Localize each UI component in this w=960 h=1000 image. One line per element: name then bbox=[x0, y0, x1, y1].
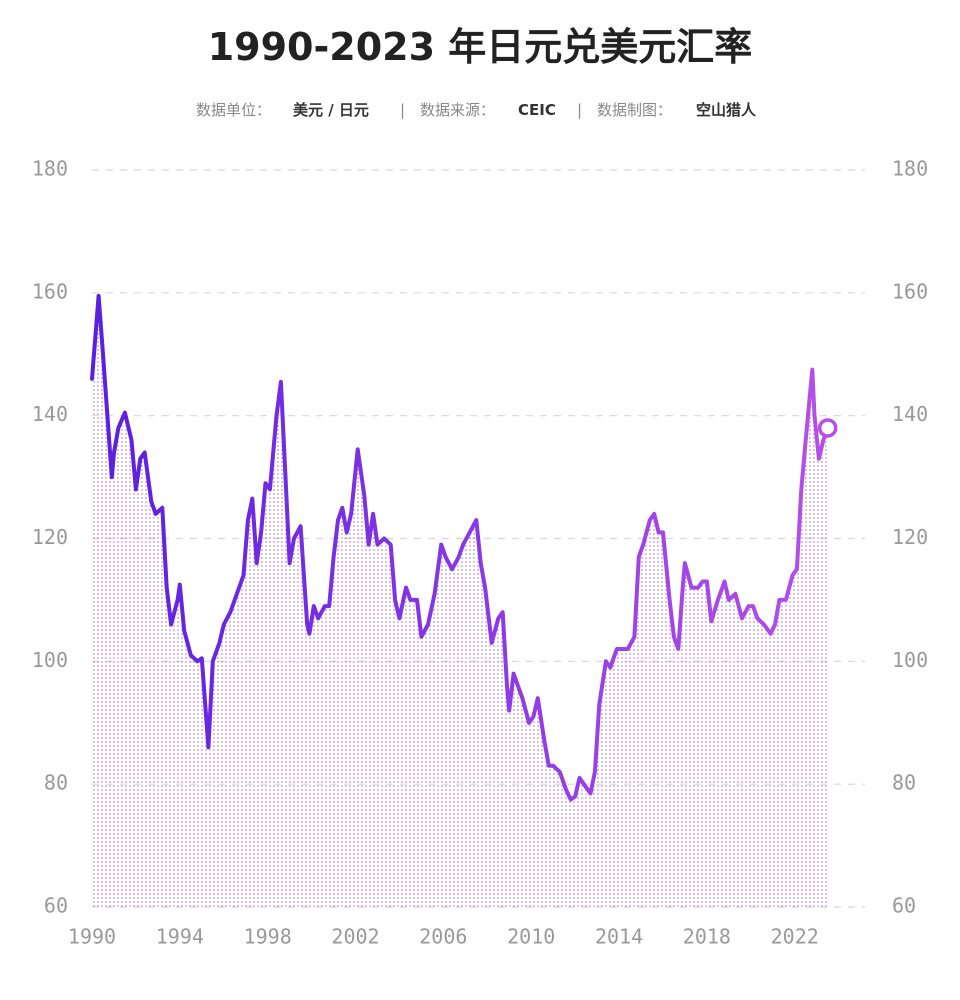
x-tick-label: 2022 bbox=[771, 925, 819, 949]
y-tick-label-right: 100 bbox=[892, 648, 928, 672]
y-tick-label: 80 bbox=[44, 771, 68, 795]
subtitle: 数据单位： 美元 / 日元 | 数据来源： CEIC | 数据制图： 空山猎人 bbox=[196, 101, 757, 119]
y-tick-label: 160 bbox=[32, 279, 68, 303]
x-tick-label: 2014 bbox=[595, 925, 643, 949]
x-tick-label: 2018 bbox=[683, 925, 731, 949]
author-label: 数据制图： bbox=[597, 101, 672, 119]
y-tick-label-right: 120 bbox=[892, 525, 928, 549]
y-tick-label: 180 bbox=[32, 157, 68, 181]
author: 空山猎人 bbox=[696, 101, 757, 119]
x-tick-label: 1994 bbox=[156, 925, 204, 949]
area-fill bbox=[92, 295, 828, 907]
source: CEIC bbox=[518, 101, 556, 119]
x-tick-label: 2002 bbox=[331, 925, 379, 949]
source-label: 数据来源： bbox=[420, 101, 495, 119]
end-marker bbox=[817, 418, 838, 438]
y-tick-label-right: 180 bbox=[892, 157, 928, 181]
separator: | bbox=[400, 101, 405, 119]
x-tick-label: 2006 bbox=[419, 925, 467, 949]
x-tick-label: 1998 bbox=[244, 925, 292, 949]
unit-label: 数据单位： bbox=[196, 101, 271, 119]
y-tick-label: 120 bbox=[32, 525, 68, 549]
unit: 美元 / 日元 bbox=[293, 101, 369, 119]
y-tick-label-right: 60 bbox=[892, 894, 916, 918]
y-tick-label: 100 bbox=[32, 648, 68, 672]
y-tick-label-right: 80 bbox=[892, 771, 916, 795]
y-tick-label: 140 bbox=[32, 402, 68, 426]
y-tick-label: 60 bbox=[44, 894, 68, 918]
x-tick-label: 1990 bbox=[68, 925, 116, 949]
y-tick-label-right: 140 bbox=[892, 402, 928, 426]
x-tick-label: 2010 bbox=[507, 925, 555, 949]
y-tick-label-right: 160 bbox=[892, 279, 928, 303]
line bbox=[90, 293, 830, 802]
separator: | bbox=[577, 101, 582, 119]
chart-title: 1990-2023 年日元兑美元汇率 bbox=[208, 25, 753, 69]
